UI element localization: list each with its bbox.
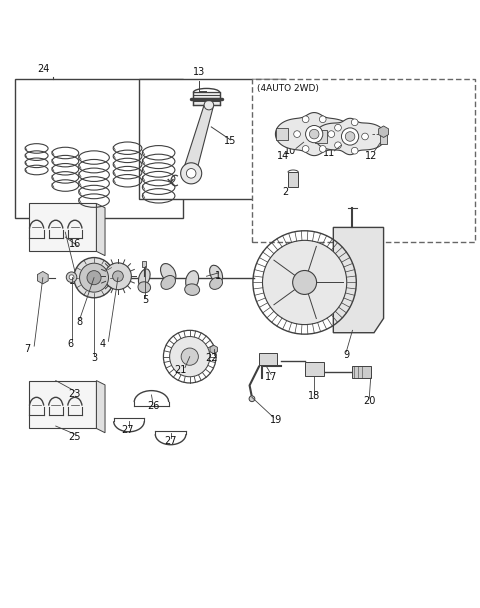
- Polygon shape: [184, 105, 214, 173]
- Circle shape: [345, 132, 355, 141]
- Circle shape: [105, 263, 132, 289]
- Circle shape: [204, 100, 214, 110]
- Text: 3: 3: [91, 353, 97, 363]
- Text: 19: 19: [270, 415, 282, 426]
- Circle shape: [302, 145, 309, 152]
- Circle shape: [263, 240, 347, 325]
- Circle shape: [181, 348, 198, 365]
- Ellipse shape: [185, 284, 200, 295]
- Text: 13: 13: [193, 67, 205, 77]
- Circle shape: [335, 125, 341, 131]
- Circle shape: [319, 116, 326, 123]
- Text: 18: 18: [308, 392, 320, 401]
- Bar: [29, 204, 96, 251]
- Circle shape: [351, 147, 358, 154]
- Text: 9: 9: [343, 350, 349, 360]
- Ellipse shape: [161, 275, 176, 289]
- Text: 21: 21: [174, 365, 186, 375]
- Circle shape: [249, 396, 255, 402]
- Circle shape: [361, 133, 368, 140]
- Circle shape: [341, 128, 359, 145]
- Circle shape: [328, 131, 335, 137]
- Text: 12: 12: [365, 151, 378, 161]
- Polygon shape: [333, 227, 384, 333]
- Polygon shape: [96, 381, 105, 433]
- Circle shape: [74, 258, 114, 298]
- Text: 23: 23: [69, 389, 81, 399]
- Circle shape: [302, 116, 309, 123]
- Ellipse shape: [210, 277, 223, 289]
- Circle shape: [310, 130, 319, 139]
- Text: 8: 8: [77, 317, 83, 327]
- Circle shape: [335, 142, 341, 148]
- Circle shape: [80, 263, 108, 292]
- Text: 14: 14: [277, 151, 289, 161]
- Text: 1: 1: [216, 271, 222, 282]
- Circle shape: [293, 271, 317, 294]
- Text: 26: 26: [148, 401, 160, 411]
- Bar: [288, 173, 299, 187]
- Text: 17: 17: [265, 372, 277, 382]
- Text: 20: 20: [363, 396, 375, 406]
- Bar: [143, 261, 146, 267]
- Circle shape: [319, 145, 326, 152]
- Text: 27: 27: [164, 437, 177, 446]
- Circle shape: [186, 168, 196, 178]
- Bar: [352, 366, 371, 378]
- Bar: [305, 362, 324, 376]
- Polygon shape: [96, 204, 105, 255]
- Ellipse shape: [138, 269, 150, 286]
- Text: 16: 16: [69, 239, 81, 249]
- Circle shape: [180, 163, 202, 184]
- Bar: [29, 381, 96, 429]
- Circle shape: [66, 272, 77, 283]
- Text: 2: 2: [282, 187, 288, 196]
- Circle shape: [169, 337, 210, 377]
- Ellipse shape: [210, 265, 223, 283]
- Bar: [193, 92, 220, 105]
- Bar: [252, 79, 475, 242]
- Text: 10: 10: [284, 146, 296, 156]
- Circle shape: [113, 271, 123, 282]
- Text: 6: 6: [67, 339, 73, 349]
- Bar: [276, 128, 288, 140]
- Bar: [315, 130, 327, 143]
- Text: 24: 24: [37, 64, 50, 74]
- Text: 25: 25: [69, 432, 81, 442]
- Bar: [15, 79, 182, 218]
- Circle shape: [306, 125, 323, 143]
- Bar: [380, 134, 387, 143]
- Text: 7: 7: [24, 344, 30, 353]
- Text: 11: 11: [323, 148, 335, 158]
- Text: 4: 4: [99, 339, 105, 349]
- Ellipse shape: [160, 263, 176, 282]
- Text: 5: 5: [142, 295, 148, 305]
- Text: 22: 22: [205, 353, 217, 362]
- Text: 27: 27: [121, 425, 134, 435]
- Ellipse shape: [186, 271, 199, 289]
- Bar: [259, 353, 277, 365]
- Polygon shape: [276, 112, 353, 156]
- Circle shape: [351, 119, 358, 126]
- Polygon shape: [315, 119, 385, 154]
- Bar: [140, 79, 286, 199]
- Text: 15: 15: [224, 136, 237, 147]
- Text: 16: 16: [69, 276, 81, 286]
- Text: (4AUTO 2WD): (4AUTO 2WD): [257, 84, 319, 93]
- Circle shape: [87, 271, 101, 285]
- Ellipse shape: [138, 282, 151, 292]
- Circle shape: [294, 131, 300, 137]
- Circle shape: [69, 275, 74, 280]
